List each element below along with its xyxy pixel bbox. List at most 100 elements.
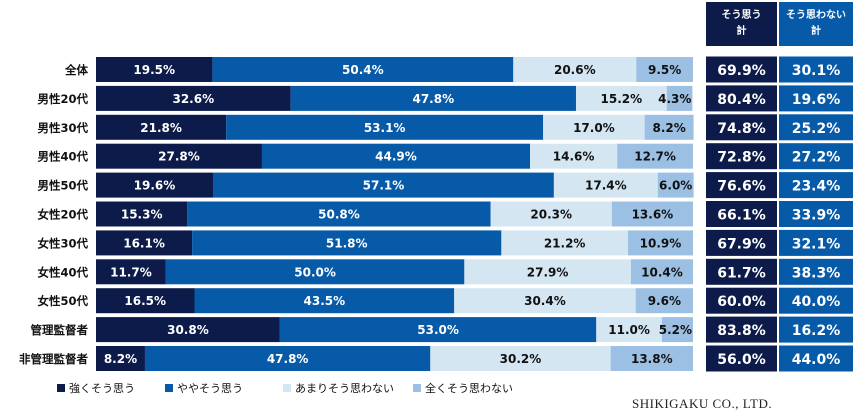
bar-segment	[96, 201, 188, 227]
bar-segment	[661, 317, 693, 343]
bar-segment	[96, 57, 213, 82]
bar-segment	[635, 288, 693, 314]
summary-value: 23.4%	[792, 179, 841, 195]
bar-segment	[165, 259, 465, 285]
summary-value: 74.8%	[717, 121, 766, 137]
data-label: 30.2%	[500, 352, 542, 366]
summary-cell	[779, 316, 853, 343]
data-label: 9.5%	[648, 63, 681, 77]
summary-cell	[779, 201, 853, 227]
summary-cell	[706, 114, 777, 141]
data-label: 53.1%	[364, 121, 406, 135]
summary-cell	[779, 229, 853, 256]
category-label: 女性40代	[37, 265, 88, 279]
bar-segment	[513, 57, 637, 82]
bar-segment	[611, 201, 693, 227]
summary-value: 33.9%	[792, 208, 841, 224]
summary-value: 67.9%	[717, 236, 766, 252]
data-label: 13.8%	[631, 352, 673, 366]
category-label: 女性20代	[37, 208, 88, 222]
category-label: 男性30代	[37, 121, 88, 135]
data-label: 14.6%	[553, 150, 595, 164]
category-label: 女性50代	[37, 294, 88, 308]
category-label: 非管理監督者	[19, 352, 88, 366]
summary-header-cell	[779, 2, 853, 46]
summary-value: 60.0%	[717, 294, 766, 310]
bar-segment	[226, 114, 544, 140]
bar-segment	[192, 230, 502, 256]
summary-cell	[706, 258, 777, 285]
bar-segment	[501, 230, 628, 256]
legend-label: 全くそう思わない	[425, 381, 513, 395]
data-label: 50.8%	[318, 208, 360, 222]
bar-segment	[96, 259, 166, 285]
summary-header-label: 計	[737, 24, 747, 37]
category-label: 男性40代	[37, 150, 88, 164]
data-label: 50.4%	[342, 63, 384, 77]
bar-segment	[543, 114, 645, 140]
summary-cell	[779, 85, 853, 112]
category-label: 管理監督者	[31, 323, 89, 337]
summary-cell	[779, 345, 853, 372]
data-label: 11.7%	[110, 265, 152, 279]
legend-swatch	[165, 384, 173, 392]
data-label: 32.6%	[172, 92, 214, 106]
bar-segment	[96, 288, 195, 314]
bar-segment	[261, 143, 531, 169]
bar-segment	[96, 85, 291, 111]
bar-segment	[187, 201, 491, 227]
data-label: 19.5%	[133, 63, 175, 77]
data-label: 43.5%	[304, 294, 346, 308]
bar-segment	[96, 230, 193, 256]
summary-cell	[706, 143, 777, 170]
data-label: 21.2%	[544, 236, 586, 250]
summary-value: 80.4%	[717, 92, 766, 108]
data-label: 17.4%	[585, 179, 627, 193]
bar-segment	[596, 317, 662, 343]
data-label: 12.7%	[634, 150, 676, 164]
summary-cell	[779, 114, 853, 141]
summary-value: 66.1%	[717, 208, 766, 224]
summary-cell	[779, 143, 853, 170]
legend-label: 強くそう思う	[69, 382, 135, 395]
data-label: 51.8%	[326, 236, 368, 250]
bar-segment	[96, 317, 280, 343]
summary-cell	[779, 287, 853, 314]
summary-value: 40.0%	[792, 294, 841, 310]
bar-segment	[144, 346, 431, 371]
summary-cell	[706, 316, 777, 343]
legend-swatch	[413, 384, 421, 392]
legend-label: あまりそう思わない	[295, 382, 394, 395]
bar-segment	[636, 57, 693, 82]
summary-cell	[706, 85, 777, 112]
summary-value: 44.0%	[792, 352, 841, 368]
bar-segment	[530, 143, 618, 169]
legend-label: ややそう思う	[177, 382, 243, 395]
bar-segment	[96, 114, 227, 140]
bar-segment	[213, 172, 554, 198]
bar-segment	[666, 85, 693, 111]
summary-header-cell	[706, 2, 777, 46]
data-label: 9.6%	[648, 294, 681, 308]
bar-segment	[96, 172, 214, 198]
summary-cell	[779, 172, 853, 199]
summary-value: 19.6%	[792, 92, 841, 108]
category-label: 全体	[64, 63, 88, 77]
data-label: 20.6%	[554, 63, 596, 77]
data-label: 11.0%	[608, 323, 650, 337]
summary-header-label: そう思う	[722, 9, 762, 21]
summary-value: 56.0%	[717, 352, 766, 368]
data-label: 50.0%	[294, 265, 336, 279]
summary-value: 16.2%	[792, 323, 841, 339]
data-label: 30.8%	[167, 323, 209, 337]
bar-segment	[627, 230, 693, 256]
bar-segment	[575, 85, 667, 111]
data-label: 5.2%	[659, 323, 692, 337]
data-label: 57.1%	[363, 179, 405, 193]
data-label: 13.6%	[632, 208, 674, 222]
data-label: 16.5%	[124, 294, 166, 308]
data-label: 53.0%	[417, 323, 459, 337]
bar-segment	[657, 172, 694, 198]
summary-value: 72.8%	[717, 150, 766, 166]
summary-value: 32.1%	[792, 236, 841, 252]
